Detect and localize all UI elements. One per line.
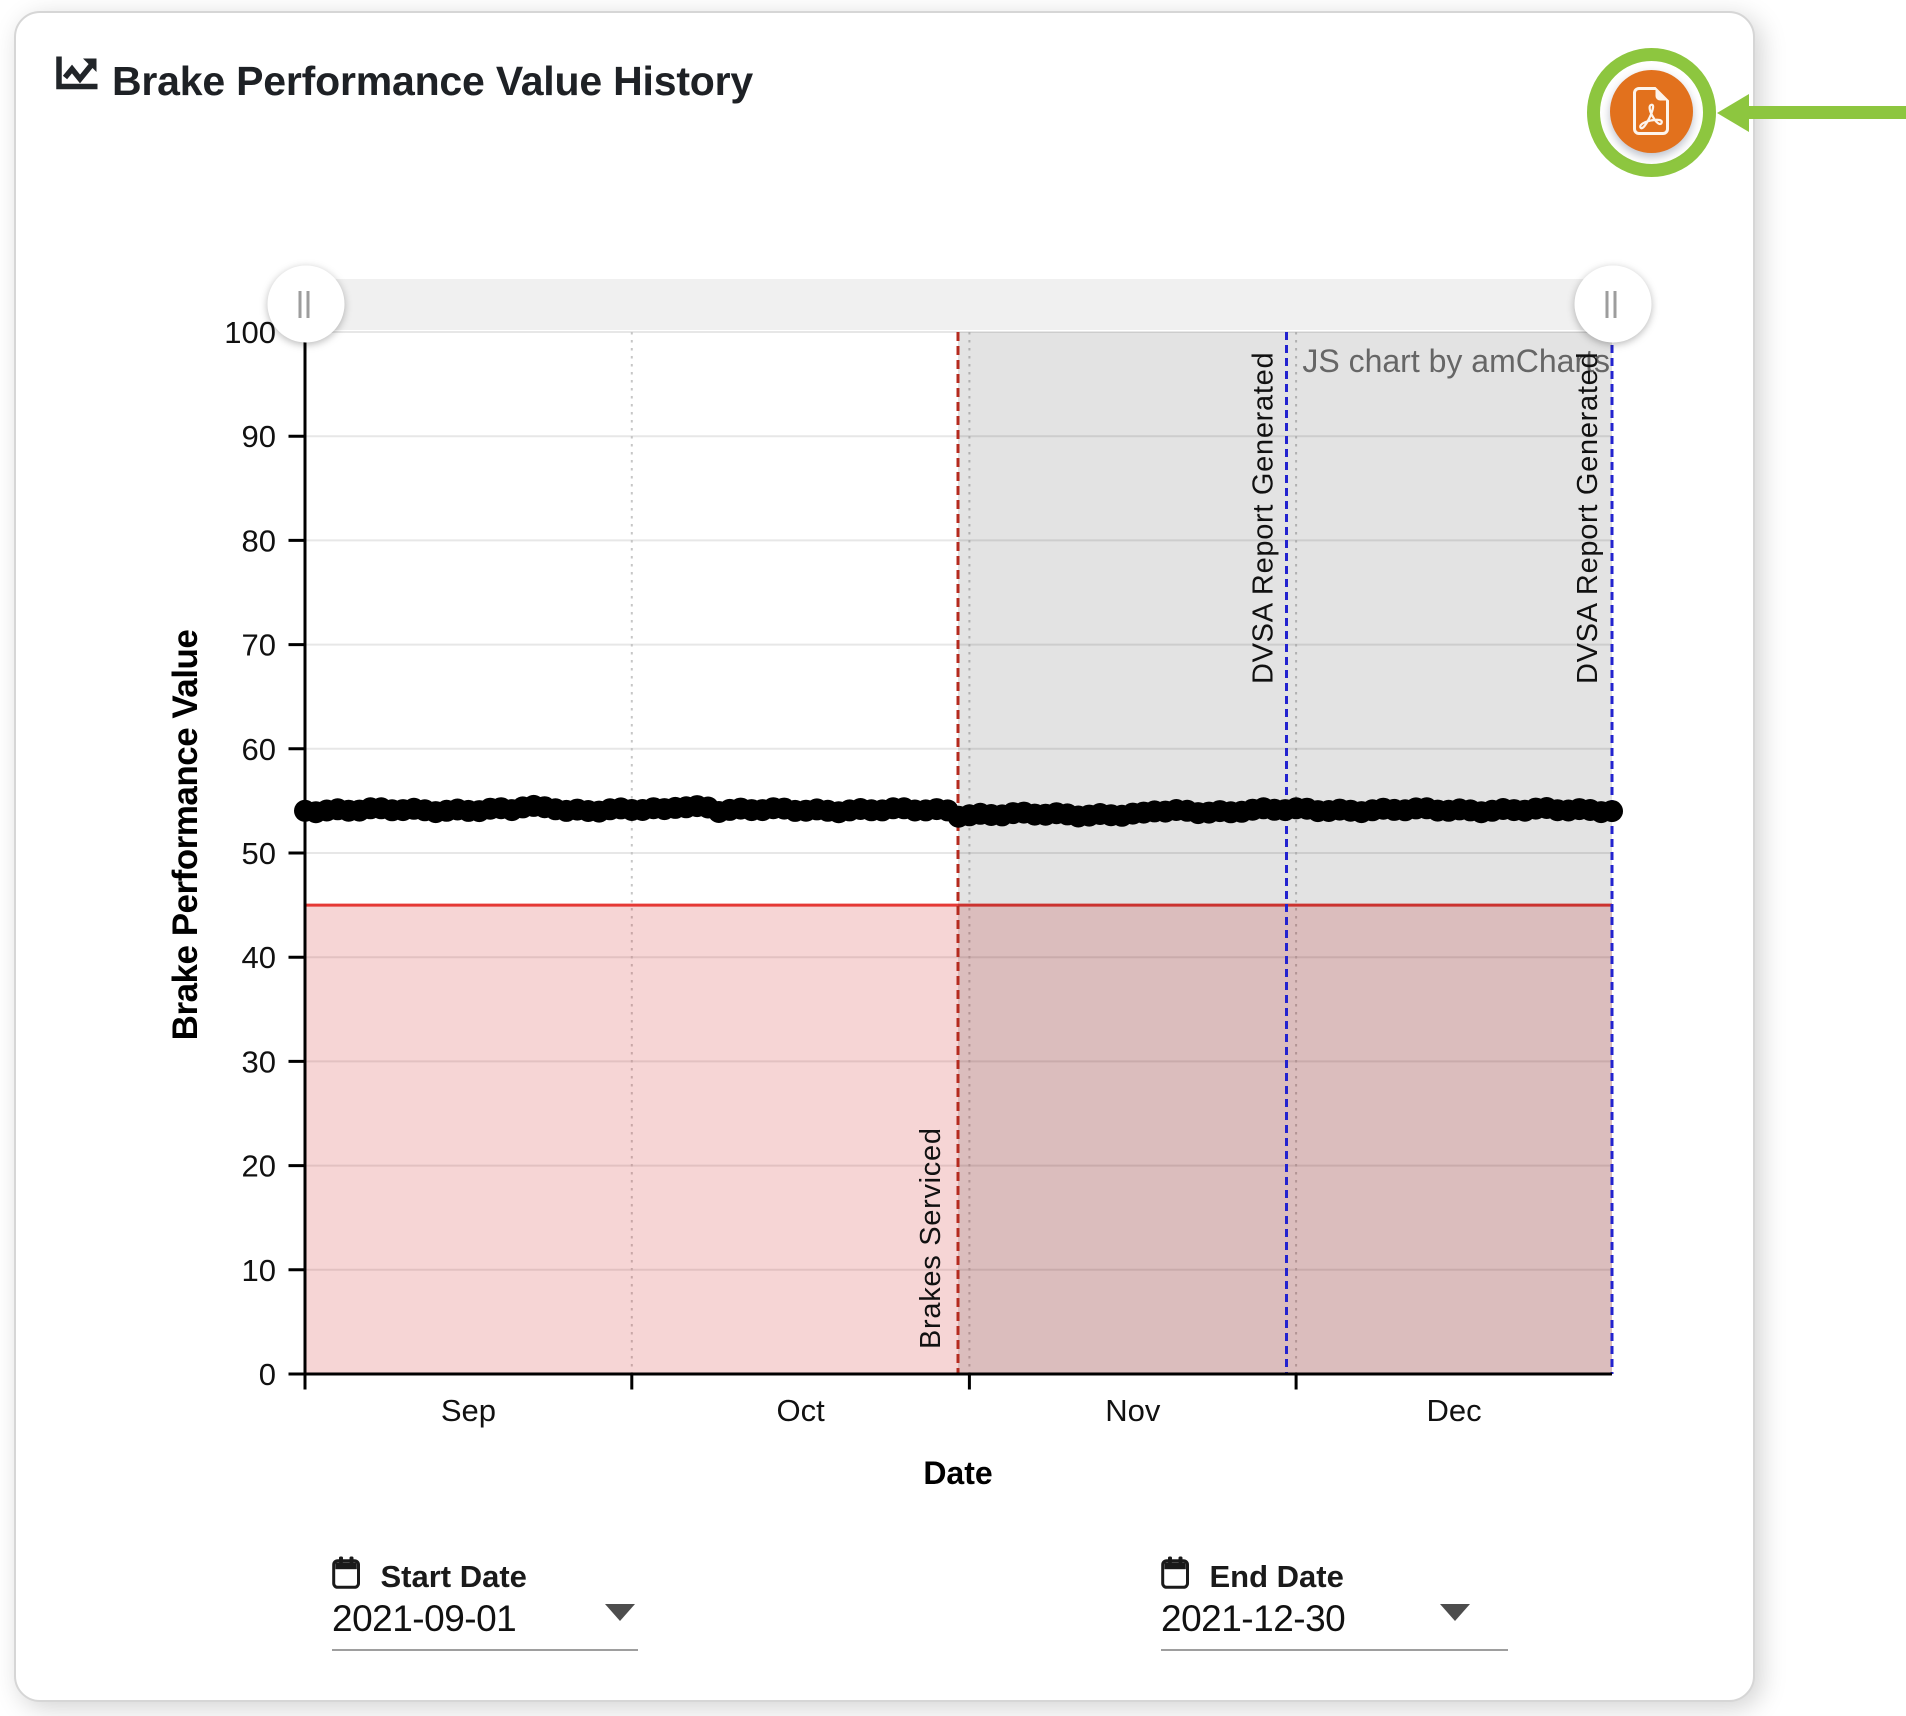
svg-text:60: 60 bbox=[242, 732, 276, 767]
svg-text:Date: Date bbox=[923, 1455, 992, 1491]
svg-text:DVSA Report Generated: DVSA Report Generated bbox=[1248, 352, 1280, 684]
svg-text:Dec: Dec bbox=[1427, 1393, 1482, 1428]
svg-text:50: 50 bbox=[242, 836, 276, 871]
svg-text:Brake Performance Value: Brake Performance Value bbox=[166, 630, 205, 1041]
svg-text:30: 30 bbox=[242, 1044, 276, 1079]
svg-text:10: 10 bbox=[242, 1253, 276, 1288]
svg-text:0: 0 bbox=[259, 1357, 276, 1392]
svg-text:DVSA Report Generated: DVSA Report Generated bbox=[1572, 352, 1604, 684]
svg-text:70: 70 bbox=[242, 628, 276, 663]
svg-text:JS chart by amCharts: JS chart by amCharts bbox=[1302, 343, 1610, 379]
svg-text:100: 100 bbox=[224, 315, 276, 350]
svg-text:Brakes Serviced: Brakes Serviced bbox=[915, 1127, 947, 1349]
svg-text:40: 40 bbox=[242, 940, 276, 975]
svg-text:20: 20 bbox=[242, 1149, 276, 1184]
svg-text:Nov: Nov bbox=[1105, 1393, 1161, 1428]
svg-text:80: 80 bbox=[242, 523, 276, 558]
svg-text:Oct: Oct bbox=[776, 1393, 825, 1428]
svg-text:Sep: Sep bbox=[441, 1393, 496, 1428]
svg-text:90: 90 bbox=[242, 419, 276, 454]
